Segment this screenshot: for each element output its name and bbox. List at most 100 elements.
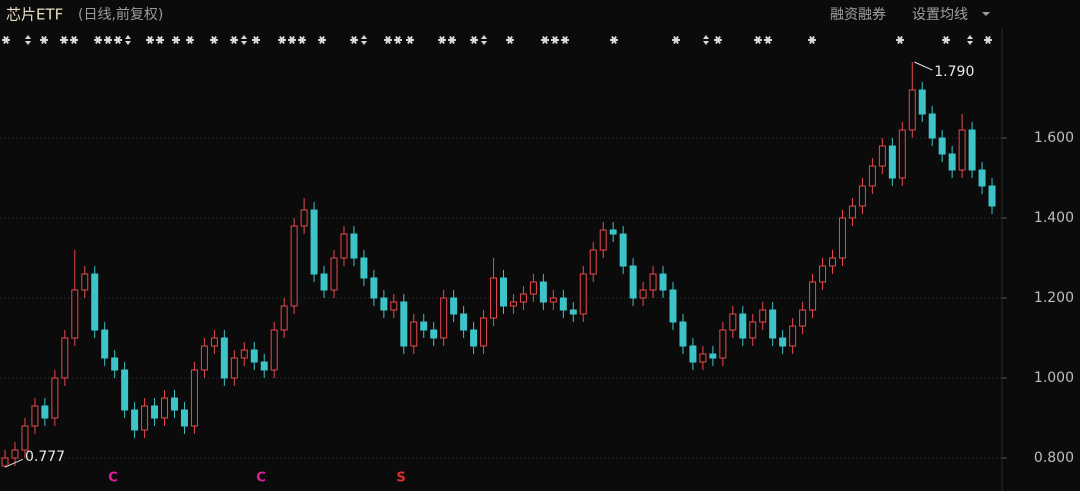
candle-body	[829, 257, 837, 267]
marker-icon	[114, 36, 122, 44]
candle-body	[529, 281, 537, 295]
marker-icon	[230, 36, 238, 44]
signal-label: S	[396, 471, 405, 486]
candle-body	[699, 353, 707, 363]
marker-line	[319, 36, 325, 44]
candle-body	[719, 329, 727, 359]
marker-arrow	[241, 35, 247, 45]
marker-icon	[125, 35, 131, 45]
marker-icon	[104, 36, 112, 44]
marker-line	[231, 36, 237, 44]
candle-body	[519, 293, 527, 303]
candle-body	[11, 449, 19, 459]
chart-subtitle: (日线,前复权)	[78, 6, 163, 23]
candle-body	[669, 289, 677, 323]
y-tick-label: 1.400	[1034, 210, 1074, 226]
marker-icon	[394, 36, 402, 44]
candle-body	[111, 357, 119, 371]
marker-line	[115, 36, 121, 44]
candle-body	[320, 273, 328, 291]
marker-line	[299, 36, 305, 44]
candle-body	[81, 273, 89, 291]
candle-body	[649, 273, 657, 291]
marker-line	[173, 36, 179, 44]
candle-body	[509, 301, 517, 307]
candle-body	[928, 113, 936, 139]
candle-body	[51, 377, 59, 419]
candle-body	[250, 349, 258, 363]
marker-line	[3, 36, 9, 44]
candle-body	[809, 281, 817, 311]
candle-body	[340, 233, 348, 259]
marker-line	[187, 36, 193, 44]
marker-line	[542, 36, 548, 44]
chart-title: 芯片ETF	[6, 6, 63, 24]
candle-body	[350, 233, 358, 259]
candle-body	[450, 297, 458, 315]
marker-icon	[754, 36, 762, 44]
candle-body	[599, 229, 607, 251]
marker-line	[449, 36, 455, 44]
candle-body	[41, 405, 49, 419]
marker-line	[611, 36, 617, 44]
button[interactable]: 设置均线	[912, 7, 968, 23]
candle-body	[470, 329, 478, 347]
candle-body	[968, 129, 976, 171]
candle-body	[180, 409, 188, 427]
marker-icon	[448, 36, 456, 44]
candle-body	[779, 337, 787, 347]
marker-line	[755, 36, 761, 44]
candle-body	[330, 257, 338, 291]
signal-label: C	[108, 471, 118, 486]
candle-body	[360, 257, 368, 279]
candle-body	[101, 329, 109, 359]
candle-body	[31, 405, 39, 427]
candle-body	[230, 357, 238, 379]
marker-line	[279, 36, 285, 44]
annotation: 0.777	[25, 449, 65, 465]
marker-icon	[714, 36, 722, 44]
marker-icon	[896, 36, 904, 44]
marker-line	[105, 36, 111, 44]
candle-body	[769, 309, 777, 339]
marker-icon	[70, 36, 78, 44]
candle-body	[71, 289, 79, 339]
annotation: 1.790	[934, 64, 974, 80]
marker-line	[715, 36, 721, 44]
marker-arrow	[481, 35, 487, 45]
candle-body	[131, 409, 139, 431]
candle-body	[270, 329, 278, 371]
marker-arrow	[125, 35, 131, 45]
marker-line	[552, 36, 558, 44]
candle-body	[490, 277, 498, 319]
candle-body	[848, 205, 856, 219]
marker-icon	[350, 36, 358, 44]
marker-line	[809, 36, 815, 44]
marker-icon	[672, 36, 680, 44]
candle-body	[420, 321, 428, 331]
candle-body	[898, 129, 906, 179]
candle-body	[589, 249, 597, 275]
event-markers	[2, 35, 992, 45]
candle-body	[619, 233, 627, 267]
marker-icon	[942, 36, 950, 44]
candle-body	[988, 185, 996, 207]
marker-icon	[172, 36, 180, 44]
candle-body	[480, 317, 488, 347]
candle-body	[679, 321, 687, 347]
button[interactable]: 融资融券	[830, 7, 886, 23]
marker-icon	[146, 36, 154, 44]
candle-body	[759, 309, 767, 323]
candle-body	[400, 301, 408, 347]
candle-body	[539, 281, 547, 303]
annotation-arrow	[914, 61, 933, 71]
marker-icon	[703, 35, 709, 45]
marker-icon	[541, 36, 549, 44]
marker-line	[253, 36, 259, 44]
dropdown-arrow[interactable]	[982, 12, 990, 16]
candle-body	[1, 457, 9, 467]
candle-body	[91, 273, 99, 331]
